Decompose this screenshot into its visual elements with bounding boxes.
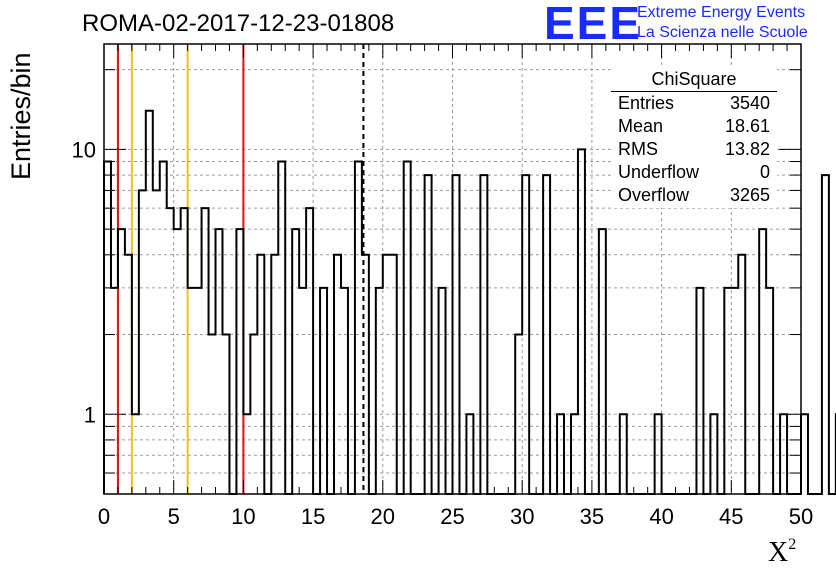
histogram-bin [731,288,738,494]
logo-line-1: Extreme Energy Events [637,4,806,21]
histogram-bin [181,208,188,494]
histogram-bin [522,175,529,494]
histogram-bin [759,229,766,494]
histogram-bin [439,288,446,494]
histogram-bin [188,288,195,494]
histogram-bin [480,175,487,494]
histogram-bin [278,162,285,494]
axis-tick-labels: 0 5 10 15 20 25 30 35 40 45 50 1 10 [72,137,814,529]
histogram-bin [334,255,341,494]
histogram-bin [355,162,362,494]
x-tick-label: 35 [580,504,604,529]
histogram-bin [299,288,306,494]
stats-key: Entries [618,93,675,113]
histogram-bin [362,255,369,494]
histogram-bin [557,414,564,494]
stats-box: ChiSquare Entries 3540 Mean 18.61 RMS 13… [611,67,777,208]
x-tick-label: 10 [231,504,255,529]
histogram-bin [306,208,313,494]
histogram-bin [195,288,202,494]
y-tick-label: 10 [72,137,96,162]
histogram-bin [710,414,717,494]
histogram-bin [153,190,160,494]
stats-value: 3540 [729,93,770,113]
histogram-bin [167,208,174,494]
stats-key: RMS [618,139,658,159]
stats-key: Underflow [618,162,700,182]
x-tick-label: 5 [168,504,180,529]
x-tick-label: 15 [301,504,325,529]
histogram-bin [390,255,397,494]
histogram-bin [209,335,216,494]
y-tick-label: 1 [84,402,96,427]
histogram-bin [543,175,550,494]
histogram-bin [341,288,348,494]
x-axis-label: X2 [768,536,796,569]
histogram-outline [103,109,836,495]
histogram-bin [250,335,257,494]
chart-title: ROMA-02-2017-12-23-01808 [82,10,395,37]
stats-value: 13.82 [724,139,770,159]
x-tick-label: 50 [789,504,813,529]
histogram-bin [780,414,787,494]
x-axis-label-superscript: 2 [788,536,797,553]
histogram-bin [271,255,278,494]
histogram-bin [118,229,125,494]
histogram-bin [243,414,250,494]
x-tick-label: 40 [649,504,673,529]
x-tick-label: 20 [371,504,395,529]
histogram-bin [320,288,327,494]
histogram-bin [222,335,229,494]
stats-value: 18.61 [724,116,770,136]
x-tick-label: 30 [510,504,534,529]
histogram-bin [738,255,745,494]
histogram-bin [160,162,167,494]
y-axis-label: Entries/bin [6,52,36,180]
histogram-bin [202,208,209,494]
x-axis-label-base: X [768,537,789,568]
histogram-bin [766,288,773,494]
histogram-bin [292,229,299,494]
histogram-bin [132,414,139,494]
histogram-bin [104,162,111,494]
histogram-bin [724,288,731,494]
histogram-bin [515,335,522,494]
stats-key: Mean [618,116,664,136]
x-tick-label: 25 [440,504,464,529]
eee-logo-mark: EEE [544,0,643,49]
stats-divider [611,91,777,92]
histogram-bin [620,414,627,494]
stats-key: Overflow [618,185,690,205]
histogram-bin [466,414,473,494]
axis-ticks [103,44,802,495]
histogram-bin [146,111,153,494]
histogram-bin [571,414,578,494]
histogram-bin [236,229,243,494]
histogram-bin [139,190,146,494]
histogram-bin [376,288,383,494]
x-tick-label: 0 [98,504,110,529]
histogram-bin [383,255,390,494]
histogram-bin [404,162,411,494]
stats-value: 0 [759,162,770,182]
histogram-bin [216,229,223,494]
histogram-bin [578,149,585,494]
histogram-bin [599,229,606,494]
histogram-bin [696,288,703,494]
histogram-bin [125,255,132,494]
histogram-bin [425,175,432,494]
histogram-bin [111,288,118,494]
stats-value: 3265 [729,185,770,205]
histogram-bin [453,175,460,494]
histogram-bin [801,414,808,494]
histogram-bin [822,175,829,494]
stats-title: ChiSquare [651,69,737,89]
histogram-bin [257,255,264,494]
histogram-bin [655,414,662,494]
x-tick-label: 45 [719,504,743,529]
histogram-bin [174,229,181,494]
logo-line-2: La Scienza nelle Scuole [637,24,808,41]
